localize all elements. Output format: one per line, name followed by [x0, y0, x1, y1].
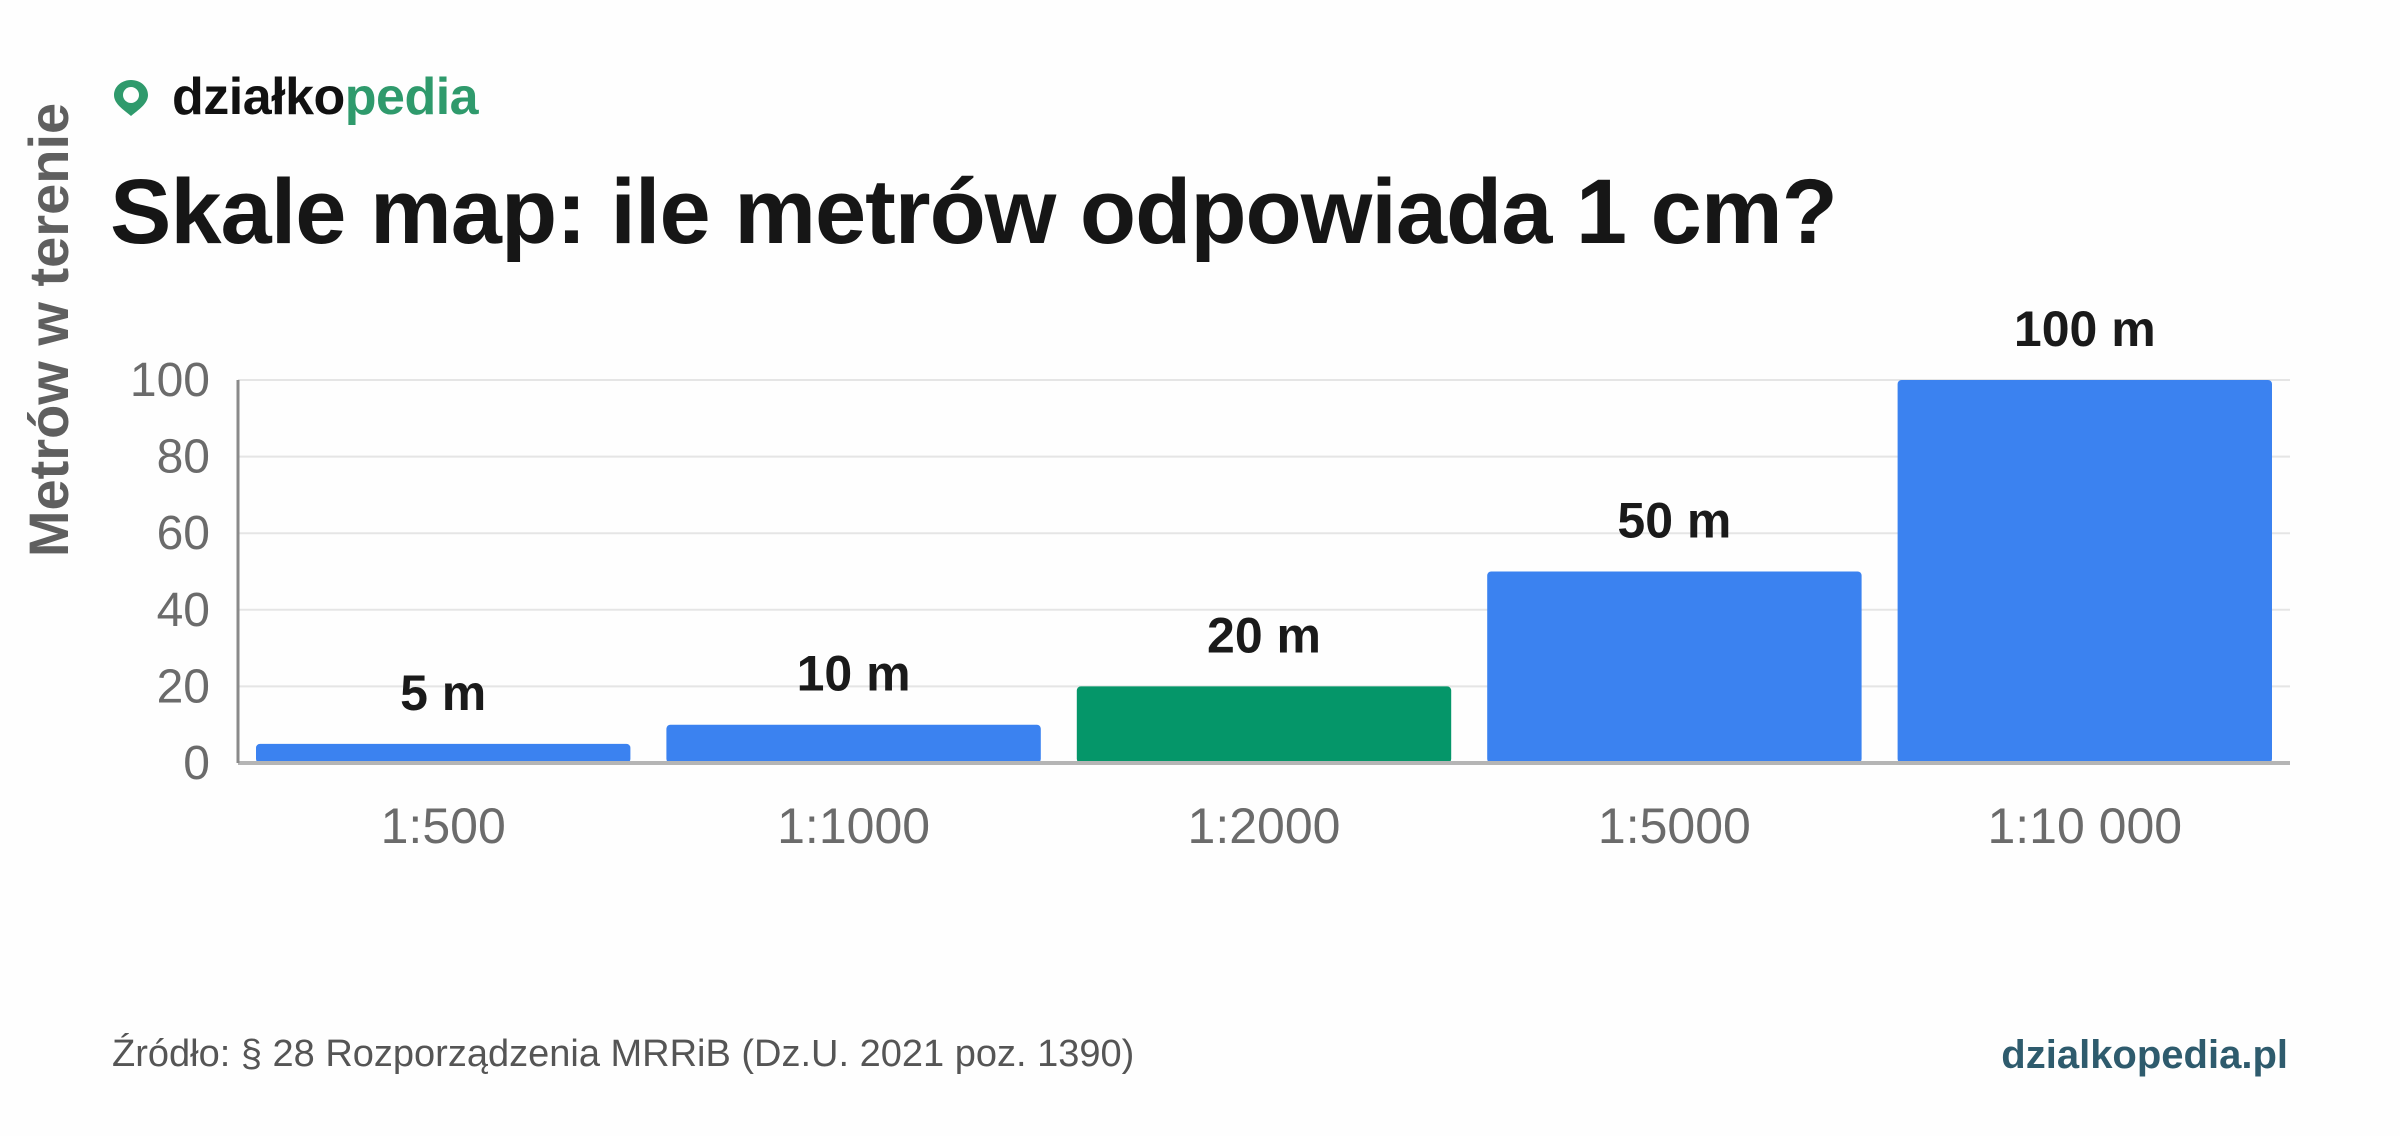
bar-1-1000: [666, 724, 1041, 763]
bars: [256, 380, 2272, 763]
x-axis-ticks: 1:500 1:1000 1:2000 1:5000 1:10 000: [381, 798, 2182, 854]
y-tick-label: 0: [183, 737, 210, 790]
bar-1-5000: [1487, 571, 1862, 763]
data-label: 20 m: [1207, 607, 1321, 663]
data-label: 10 m: [797, 646, 911, 702]
bar-1-2000: [1076, 686, 1452, 763]
brand-name-accent: pedia: [344, 68, 479, 126]
brand-logo: działkopedia: [110, 62, 479, 132]
y-axis-ticks: 0 20 40 60 80 100: [130, 354, 210, 790]
brand-name-prefix: działko: [172, 68, 345, 126]
y-tick-label: 100: [130, 354, 210, 407]
bar-1-10-000: [1897, 380, 2272, 763]
brand-name: działkopedia: [172, 67, 479, 127]
x-tick-label: 1:10 000: [1987, 798, 2182, 854]
y-axis-label: Metrów w terenie: [17, 103, 80, 557]
x-tick-label: 1:1000: [777, 798, 930, 854]
data-labels: 5 m 10 m 20 m 50 m 100 m: [400, 301, 2156, 721]
x-tick-label: 1:500: [381, 798, 506, 854]
y-tick-label: 60: [157, 507, 210, 560]
location-pin-icon: [114, 80, 148, 116]
y-tick-label: 20: [157, 660, 210, 713]
y-tick-label: 40: [157, 584, 210, 637]
y-tick-label: 80: [157, 431, 210, 484]
data-label: 50 m: [1617, 493, 1731, 549]
data-label: 100 m: [2014, 301, 2156, 357]
x-tick-label: 1:2000: [1188, 798, 1341, 854]
source-note: Źródło: § 28 Rozporządzenia MRRiB (Dz.U.…: [112, 1033, 1135, 1075]
x-tick-label: 1:5000: [1598, 798, 1751, 854]
site-link[interactable]: dzialkopedia.pl: [2001, 1033, 2288, 1077]
bar-1-500: [256, 743, 631, 763]
data-label: 5 m: [400, 665, 486, 721]
chart-title: Skale map: ile metrów odpowiada 1 cm?: [110, 161, 1838, 263]
